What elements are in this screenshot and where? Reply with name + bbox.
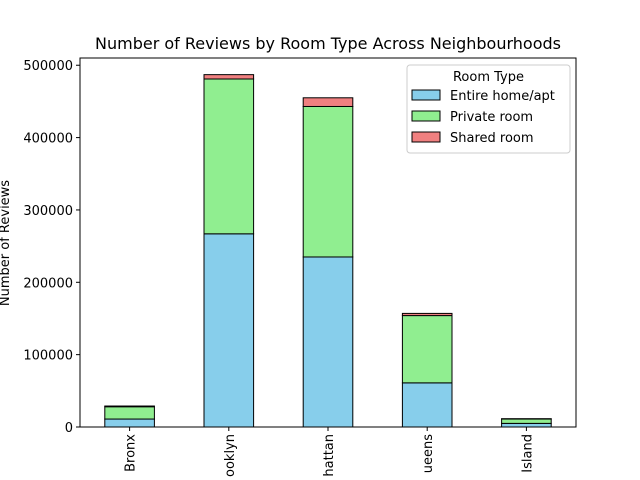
x-tick-label: hattan: [322, 434, 337, 477]
bar-segment: [302, 256, 354, 428]
bar-segment: [401, 315, 453, 384]
y-tick-label: 300000: [23, 204, 73, 219]
y-tick-label: 500000: [23, 59, 73, 74]
bar-segment: [104, 418, 155, 428]
legend-label: Private room: [450, 110, 533, 125]
legend-label: Shared room: [450, 131, 534, 146]
bar-segment: [203, 78, 255, 235]
bar-segment: [401, 382, 453, 428]
bar-segment: [203, 74, 255, 80]
y-tick-label: 200000: [23, 276, 73, 291]
bar-segment: [501, 422, 552, 428]
bar-segment: [401, 312, 453, 317]
y-tick-label: 0: [65, 421, 73, 436]
x-tick-label: Island: [520, 434, 535, 473]
x-tick-label: ooklyn: [223, 434, 238, 477]
y-tick-label: 400000: [23, 132, 73, 147]
legend-swatch: [411, 110, 441, 122]
axes-layer: 0 100000 200000 300000 400000 500000 Bronx ookl…: [23, 57, 577, 477]
bar-segment: [501, 418, 552, 424]
legend-box: [406, 64, 571, 154]
bar-segment: [203, 233, 255, 428]
legend-swatch: [411, 89, 441, 101]
bars-layer: [104, 74, 552, 428]
legend: Room Type Entire home/apt Private room Shar…: [406, 64, 571, 154]
legend-swatch: [411, 131, 441, 143]
chart-title: Number of Reviews by Room Type Across Ne…: [95, 34, 561, 53]
legend-title: Room Type: [453, 70, 524, 85]
bar-segment: [104, 405, 155, 408]
x-tick-label: ueens: [421, 434, 436, 473]
y-axis-label: Number of Reviews: [0, 180, 13, 306]
bar-segment: [302, 105, 354, 258]
bar-segment: [104, 406, 155, 420]
bar-segment: [302, 97, 354, 107]
x-tick-label: Bronx: [124, 434, 139, 472]
legend-label: Entire home/apt: [450, 89, 555, 104]
y-tick-label: 100000: [23, 349, 73, 364]
